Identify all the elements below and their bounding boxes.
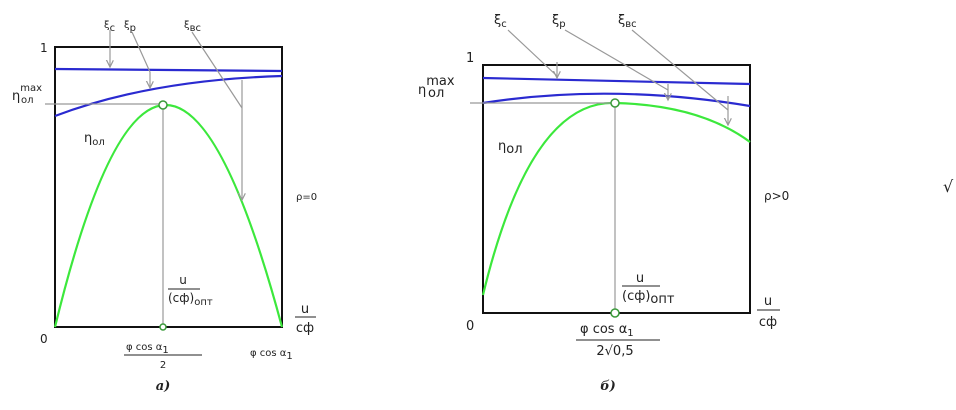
t: ол	[506, 142, 522, 157]
t: c	[110, 23, 116, 34]
curve-mid	[54, 74, 283, 118]
panel-b: 1 0 ξc ξр ξвс ηmax ол ηол ρ>0 u (cф)опт u…	[418, 13, 789, 394]
frame	[54, 46, 283, 328]
x-end: φ cos α1	[250, 348, 293, 362]
t: φ cos α	[580, 322, 627, 337]
u-cf-num: u	[764, 294, 772, 309]
u-opt-den: (cф)опт	[622, 289, 675, 307]
caption: а)	[156, 379, 171, 394]
x-opt-den: 2√0,5	[596, 344, 633, 359]
y-one: 1	[466, 51, 474, 66]
t: max	[20, 83, 42, 94]
rho: ρ=0	[296, 192, 317, 203]
rho: ρ>0	[764, 189, 789, 203]
panel-a: 1 0 ξc ξр ξвс ηmax ол ηол ρ=0 u (cф)опт u…	[12, 20, 317, 394]
arrow	[191, 31, 242, 200]
t: (cф)	[168, 291, 194, 305]
t: р	[130, 23, 136, 34]
eta-max: ηmax ол	[418, 74, 455, 101]
t: р	[559, 19, 565, 30]
t: вс	[190, 23, 201, 34]
eta: ηол	[498, 139, 523, 157]
t: ξ	[494, 13, 501, 28]
y-one: 1	[40, 41, 48, 55]
xi-c: ξc	[104, 20, 115, 34]
u-cf-den: cф	[296, 321, 314, 336]
guide	[45, 103, 164, 327]
x-opt-num: φ cos α1	[580, 322, 634, 339]
eta-max: ηmax ол	[12, 83, 42, 106]
xi-vs: ξвс	[618, 13, 637, 30]
u-cf-den: cф	[759, 315, 777, 330]
caption: б)	[600, 379, 616, 394]
arrow	[131, 31, 150, 88]
xi-p: ξр	[552, 13, 566, 30]
t: вс	[625, 19, 636, 30]
t: η	[12, 89, 20, 104]
t: 1	[627, 328, 633, 339]
u-opt-den: (cф)опт	[168, 291, 213, 308]
xi-vs: ξвс	[184, 20, 201, 34]
x-opt-num: φ cos α1	[126, 342, 169, 356]
origin: 0	[40, 332, 48, 346]
t: ξ	[618, 13, 625, 28]
t: ол	[428, 86, 444, 101]
arrow	[507, 29, 557, 78]
t: (cф)	[622, 289, 650, 304]
t: 1	[286, 351, 292, 362]
t: max	[426, 74, 455, 89]
t: φ cos α	[126, 342, 163, 353]
curve-eta	[481, 101, 751, 296]
curve-top	[54, 67, 283, 73]
arrow	[631, 29, 728, 125]
opt-point	[158, 100, 168, 110]
opt-point	[610, 98, 620, 108]
t: 1	[162, 345, 168, 356]
t: c	[501, 19, 507, 30]
origin: 0	[466, 319, 474, 334]
curve-mid	[482, 92, 751, 108]
t: φ cos α	[250, 348, 287, 359]
u-cf-num: u	[301, 302, 309, 317]
u-opt-num: u	[179, 273, 187, 287]
xi-p: ξр	[124, 20, 136, 34]
eta: ηол	[84, 131, 105, 148]
t: опт	[650, 292, 674, 307]
t: ол	[21, 95, 34, 106]
curve-top	[482, 76, 751, 86]
t: η	[498, 139, 506, 154]
guide	[470, 102, 616, 313]
t: η	[418, 83, 426, 98]
opt-point	[159, 323, 167, 331]
t: ξ	[184, 20, 190, 31]
u-opt-num: u	[636, 271, 644, 286]
t: опт	[194, 297, 213, 308]
arrow	[564, 29, 668, 100]
t: ξ	[124, 20, 130, 31]
t: ол	[92, 137, 105, 148]
t: ξ	[104, 20, 110, 31]
xi-c: ξc	[494, 13, 507, 30]
stray-symbol: √	[943, 177, 954, 196]
t: η	[84, 131, 92, 146]
x-opt-den: 2	[160, 360, 166, 371]
opt-point	[610, 308, 620, 318]
t: ξ	[552, 13, 559, 28]
